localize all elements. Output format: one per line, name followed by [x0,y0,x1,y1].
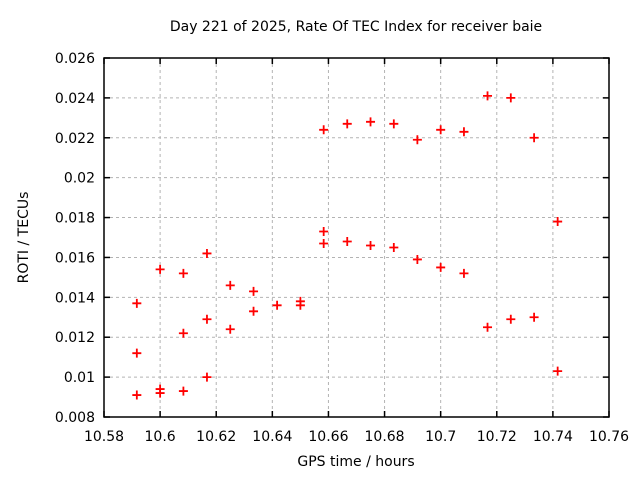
data-point [506,93,516,103]
data-point [202,372,212,382]
x-tick-label: 10.64 [252,429,292,445]
data-point [319,125,329,135]
axis-tick-marks [103,57,610,418]
y-tick-label: 0.01 [64,370,95,386]
data-point [155,388,165,398]
x-tick-label: 10.72 [477,429,517,445]
data-point [249,306,259,316]
data-point [412,135,422,145]
data-point [132,390,142,400]
x-tick-label: 10.76 [589,429,629,445]
y-tick-labels: 0.008 0.01 0.012 0.014 0.016 0.018 0.02 0.022 0.… [55,51,95,426]
y-tick-label: 0.014 [55,290,95,306]
data-point [178,328,188,338]
data-point [506,314,516,324]
y-tick-label: 0.016 [55,250,95,266]
x-tick-labels: 10.58 10.6 10.62 10.64 10.66 10.68 10.7 10.72 10… [84,429,629,445]
data-point [366,117,376,127]
data-point [483,322,493,332]
data-point [459,268,469,278]
data-points [132,91,563,400]
data-point [389,242,399,252]
data-point [553,217,563,227]
gridlines [104,58,609,417]
x-tick-label: 10.7 [425,429,456,445]
y-tick-label: 0.026 [55,51,95,67]
data-point [342,119,352,129]
data-point [412,254,422,264]
y-tick-label: 0.008 [55,410,95,426]
y-tick-label: 0.022 [55,131,95,147]
y-tick-label: 0.024 [55,91,95,107]
data-point [225,324,235,334]
data-point [132,348,142,358]
data-point [319,227,329,237]
data-point [178,268,188,278]
data-point [483,91,493,101]
data-point [553,366,563,376]
data-point [366,240,376,250]
data-point [459,127,469,137]
data-point [272,300,282,310]
data-point [436,125,446,135]
data-point [342,236,352,246]
data-point [249,286,259,296]
data-point [319,238,329,248]
data-point [529,133,539,143]
x-tick-label: 10.6 [145,429,176,445]
chart-title: Day 221 of 2025, Rate Of TEC Index for r… [170,19,542,35]
data-point [225,280,235,290]
data-point [155,264,165,274]
y-axis-label: ROTI / TECUs [16,192,32,284]
data-point [295,300,305,310]
data-point [178,386,188,396]
x-tick-label: 10.66 [308,429,348,445]
data-point [389,119,399,129]
y-tick-label: 0.012 [55,330,95,346]
x-tick-label: 10.58 [84,429,124,445]
data-point [132,298,142,308]
y-tick-label: 0.018 [55,211,95,227]
data-point [202,314,212,324]
x-tick-label: 10.62 [196,429,236,445]
x-tick-label: 10.68 [365,429,405,445]
x-tick-label: 10.74 [533,429,573,445]
plot-border [103,57,610,418]
data-point [436,262,446,272]
x-axis-label: GPS time / hours [297,454,414,470]
y-tick-label: 0.02 [64,171,95,187]
data-point [202,248,212,258]
data-point [529,312,539,322]
